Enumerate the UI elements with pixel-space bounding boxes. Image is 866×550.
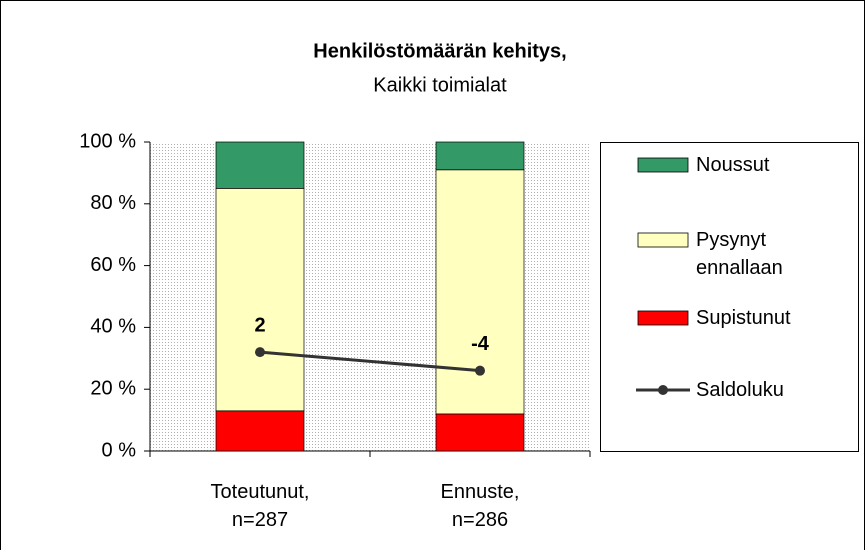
line-point — [475, 365, 485, 376]
bar-segment — [435, 413, 525, 452]
legend-swatch — [637, 310, 689, 326]
y-tick-label: 40 % — [90, 316, 136, 338]
legend-box — [600, 142, 859, 452]
data-label: -4 — [471, 333, 490, 355]
legend-label: Saldoluku — [696, 379, 784, 401]
line-point — [255, 347, 265, 358]
y-tick-label: 100 % — [79, 130, 136, 152]
chart-subtitle: Kaikki toimialat — [373, 74, 507, 96]
y-tick-label: 20 % — [90, 377, 136, 399]
legend-swatch — [637, 232, 689, 248]
y-tick-label: 60 % — [90, 254, 136, 276]
bar-segment — [215, 141, 305, 189]
bar-segment — [215, 410, 305, 452]
legend-label: Noussut — [696, 154, 770, 176]
data-label: 2 — [254, 314, 265, 336]
y-tick-label: 0 % — [102, 439, 137, 461]
line-series — [259, 350, 481, 373]
y-tick-label: 80 % — [90, 192, 136, 214]
x-tick-label: Toteutunut, n=287 — [210, 481, 310, 531]
legend-swatch — [637, 157, 689, 173]
x-tick-label: Ennuste, n=286 — [440, 481, 520, 531]
bar-segment — [435, 169, 525, 415]
bar-segment — [215, 188, 305, 412]
legend-label: Pysynyt ennallaan — [696, 229, 783, 279]
legend-marker — [658, 385, 668, 395]
legend-label: Supistunut — [696, 307, 791, 329]
bar-segment — [435, 141, 525, 171]
chart-title: Henkilöstömäärän kehitys, — [313, 40, 566, 62]
